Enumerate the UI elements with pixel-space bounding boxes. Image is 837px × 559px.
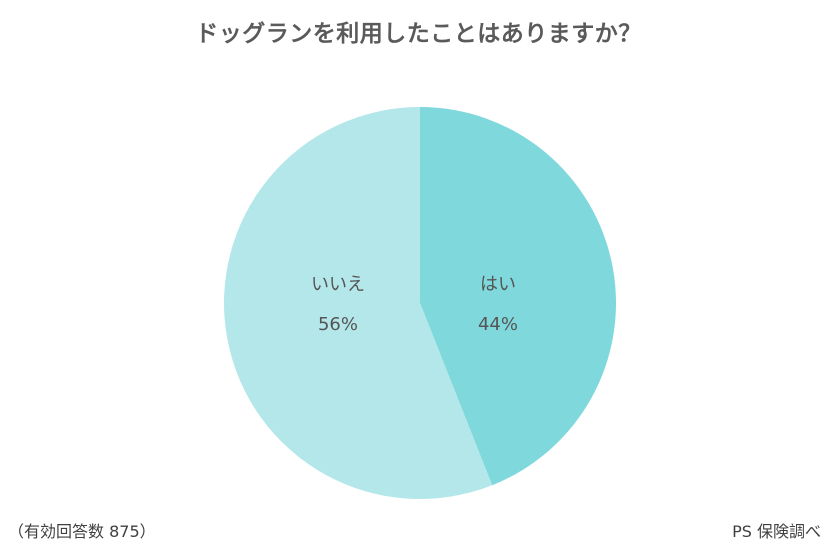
response-count-note: （有効回答数 875）	[8, 522, 156, 541]
chart-title: ドッグランを利用したことはありますか？	[195, 21, 642, 47]
pie-slice-yes	[420, 107, 616, 486]
slice-label: はい	[480, 274, 516, 295]
slice-value-label: 44%	[478, 314, 518, 335]
source-note: PS 保険調べ	[732, 522, 821, 541]
slice-label: いいえ	[311, 274, 365, 295]
slice-value-label: 56%	[318, 314, 358, 335]
pie-slice-no	[224, 107, 493, 499]
